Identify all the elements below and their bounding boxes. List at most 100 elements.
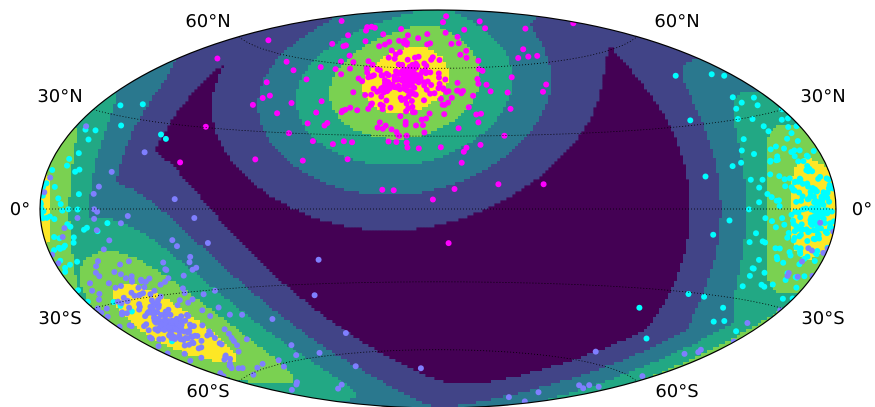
contour-cell [710,56,714,60]
contour-cell [434,26,438,30]
contour-cell [140,53,144,57]
contour-cell [41,71,45,75]
contour-cell [260,59,264,63]
contour-cell [572,50,576,54]
contour-cell [539,23,543,27]
contour-cell [416,20,420,24]
contour-cell [626,44,630,48]
contour-cell [629,59,633,63]
contour-cell [440,29,444,33]
contour-cell [164,29,168,33]
contour-cell [383,59,387,63]
contour-cell [581,38,585,42]
contour-cell [92,10,96,12]
contour-cell [419,32,423,36]
contour-cell [581,62,585,66]
contour-cell [530,10,534,12]
contour-cell [713,44,717,48]
contour-cell [518,26,522,30]
contour-cell [764,20,768,24]
contour-cell [812,53,816,57]
contour-cell [269,44,273,48]
contour-cell [584,44,588,48]
contour-cell [221,47,225,51]
contour-cell [746,32,750,36]
contour-cell [116,47,120,51]
contour-cell [743,10,747,12]
contour-cell [584,14,588,18]
contour-cell [809,32,813,36]
contour-cell [425,56,429,60]
contour-cell [464,68,468,72]
contour-cell [830,29,834,33]
contour-cell [281,65,285,69]
contour-cell [248,50,252,54]
contour-cell [239,47,243,51]
contour-cell [449,32,453,36]
contour-cell [728,32,732,36]
contour-cell [599,44,603,48]
contour-cell [839,29,842,32]
contour-cell [254,59,258,63]
contour-cell [311,56,315,60]
contour-cell [563,68,567,72]
contour-cell [833,59,836,63]
contour-cell [728,29,732,33]
contour-cell [434,53,438,57]
contour-cell [518,38,522,42]
contour-cell [83,65,87,69]
contour-cell [173,26,177,30]
contour-cell [515,23,519,27]
contour-cell [296,10,300,12]
contour-cell [593,44,597,48]
contour-cell [383,10,387,12]
contour-cell [101,56,105,60]
contour-cell [635,53,639,57]
contour-cell [254,56,258,60]
contour-cell [749,38,753,42]
contour-cell [95,53,99,57]
contour-cell [491,44,495,48]
contour-cell [590,20,594,24]
contour-cell [794,17,798,21]
contour-cell [326,62,330,66]
contour-cell [743,32,747,36]
contour-cell [392,29,396,33]
contour-cell [644,17,648,21]
contour-cell [467,68,471,72]
contour-cell [479,62,483,66]
contour-cell [494,56,498,60]
contour-cell [206,35,210,39]
contour-cell [707,47,711,51]
contour-cell [773,35,777,39]
contour-cell [119,38,123,42]
contour-cell [44,17,48,21]
contour-cell [542,32,546,36]
contour-cell [623,11,627,15]
contour-cell [410,35,414,39]
contour-cell [53,65,57,69]
contour-cell [410,38,414,42]
contour-cell [320,44,324,48]
contour-cell [125,35,129,39]
contour-cell [431,11,435,15]
contour-cell [212,47,216,51]
contour-cell [338,68,342,72]
contour-cell [569,14,573,18]
contour-cell [650,44,654,48]
contour-cell [728,47,732,51]
contour-cell [161,26,165,30]
contour-cell [239,41,243,45]
contour-cell [50,10,54,12]
contour-cell [782,23,786,27]
contour-cell [281,53,285,57]
contour-cell [497,41,501,45]
contour-cell [50,14,54,18]
contour-cell [422,20,426,24]
contour-cell [740,65,744,69]
contour-cell [161,32,165,36]
contour-cell [758,41,762,45]
contour-cell [317,29,321,33]
contour-cell [197,38,201,42]
contour-cell [122,44,126,48]
